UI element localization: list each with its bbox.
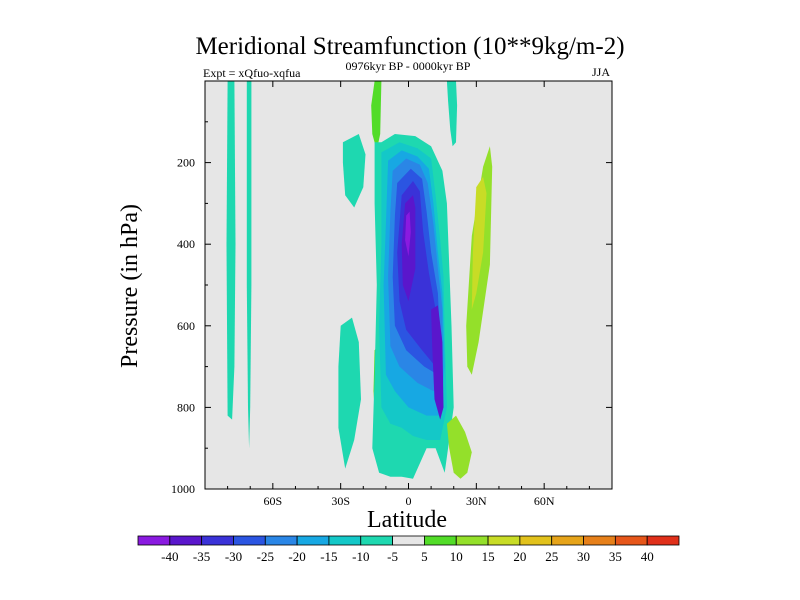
contour-region-0 xyxy=(226,81,236,420)
x-tick-label-2: 0 xyxy=(406,494,412,508)
colorbar-label-9: 10 xyxy=(450,549,463,564)
colorbar-label-14: 35 xyxy=(609,549,622,564)
colorbar-label-5: -15 xyxy=(320,549,337,564)
y-tick-label-1: 400 xyxy=(177,237,195,251)
season-label: JJA xyxy=(592,65,610,79)
colorbar-label-2: -30 xyxy=(225,549,242,564)
colorbar-label-0: -40 xyxy=(161,549,178,564)
colorbar-swatch-9 xyxy=(424,535,457,546)
colorbar-swatch-1 xyxy=(169,535,203,546)
y-tick-label-4: 1000 xyxy=(171,482,195,496)
contour-region-17 xyxy=(471,176,487,310)
y-tick-label-0: 200 xyxy=(177,156,195,170)
colorbar-label-6: -10 xyxy=(352,549,369,564)
colorbar-label-13: 30 xyxy=(577,549,590,564)
colorbar-swatch-15 xyxy=(614,535,648,546)
colorbar-swatch-8 xyxy=(392,535,425,546)
colorbar-label-12: 25 xyxy=(545,549,558,564)
x-tick-label-4: 60N xyxy=(534,494,555,508)
colorbar-label-10: 15 xyxy=(482,549,495,564)
contour-regions xyxy=(226,81,493,479)
colorbar-swatch-3 xyxy=(233,535,266,546)
colorbar-swatch-16 xyxy=(646,535,680,546)
y-tick-label-2: 600 xyxy=(177,319,195,333)
x-axis-ticks: 60S 30S 0 30N 60N xyxy=(227,81,590,508)
period-label: 0976kyr BP - 0000kyr BP xyxy=(346,59,471,73)
colorbar-label-8: 5 xyxy=(421,549,428,564)
contour-region-1 xyxy=(246,81,252,449)
colorbar-swatch-7 xyxy=(360,535,393,546)
contour-region-18 xyxy=(446,415,472,479)
x-tick-label-1: 30S xyxy=(331,494,350,508)
colorbar-label-15: 40 xyxy=(641,549,654,564)
y-axis-ticks: 200 400 600 800 1000 xyxy=(171,121,612,496)
colorbar-label-3: -25 xyxy=(257,549,274,564)
contour-region-14 xyxy=(405,211,411,257)
y-tick-label-3: 800 xyxy=(177,400,195,414)
x-tick-label-0: 60S xyxy=(263,494,282,508)
colorbar-swatch-4 xyxy=(264,535,298,546)
colorbar-swatch-14 xyxy=(583,535,616,546)
colorbar-swatch-0 xyxy=(137,535,171,546)
chart-title: Meridional Streamfunction (10**9kg/m-2) xyxy=(195,33,624,60)
colorbar-label-1: -35 xyxy=(193,549,210,564)
colorbar-swatch-10 xyxy=(455,535,489,546)
experiment-label: Expt = xQfuo-xqfua xyxy=(203,66,301,80)
contour-region-4 xyxy=(371,81,382,151)
contour-region-13 xyxy=(431,305,444,420)
colorbar-swatch-13 xyxy=(551,535,584,546)
colorbar: -40 -35 -30 -25 -20 -15 -10 -5 5 10 15 20 25 30 35 40 xyxy=(137,535,680,564)
y-axis-label: Pressure (in hPa) xyxy=(117,204,143,368)
colorbar-swatch-11 xyxy=(487,535,521,546)
colorbar-swatch-5 xyxy=(296,535,330,546)
contour-region-15 xyxy=(446,81,458,147)
colorbar-swatch-6 xyxy=(328,535,362,546)
contour-region-2 xyxy=(342,134,366,208)
x-tick-label-3: 30N xyxy=(466,494,487,508)
colorbar-label-11: 20 xyxy=(513,549,526,564)
x-axis-label: Latitude xyxy=(367,507,447,533)
contour-region-3 xyxy=(338,317,361,469)
colorbar-swatch-12 xyxy=(519,535,553,546)
colorbar-label-4: -20 xyxy=(288,549,305,564)
colorbar-swatch-2 xyxy=(201,535,234,546)
colorbar-label-7: -5 xyxy=(387,549,398,564)
